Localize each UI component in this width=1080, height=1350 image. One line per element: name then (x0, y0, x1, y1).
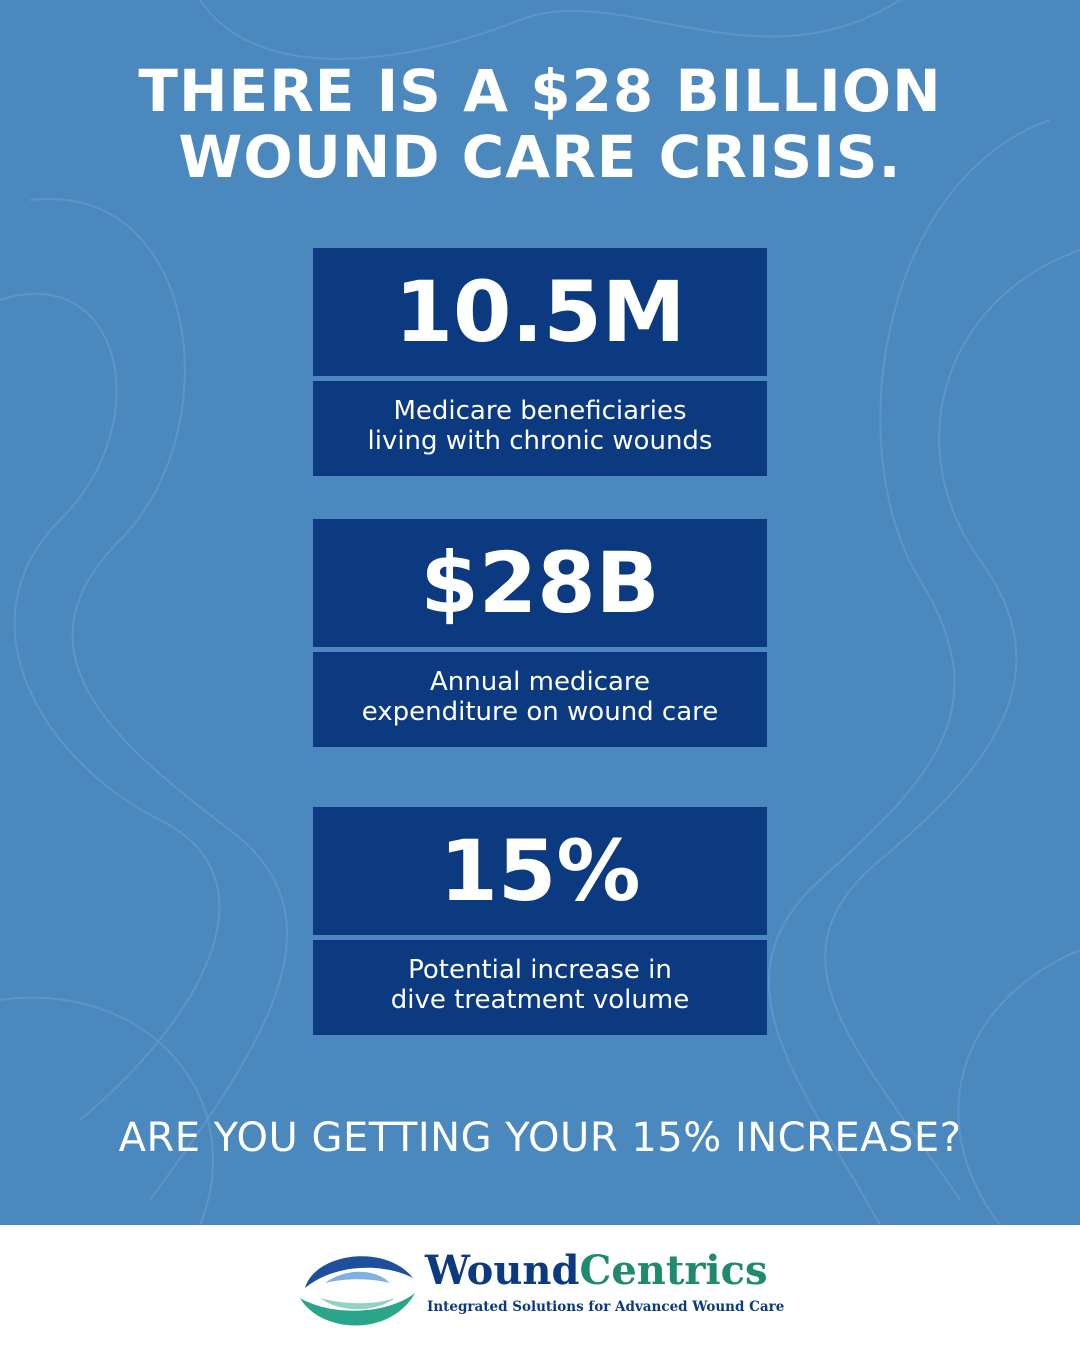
stat-caption-box: Medicare beneficiaries living with chroni… (313, 381, 767, 476)
headline-line: WOUND CARE CRISIS. (178, 123, 902, 191)
brand: WoundCentrics (425, 1247, 767, 1294)
question: ARE YOU GETTING YOUR 15% INCREASE? (118, 1115, 962, 1161)
footer: WoundCentrics Integrated Solutions for A… (0, 1225, 1080, 1350)
stat-caption: expenditure on wound care (361, 697, 719, 727)
brand-part: Centrics (579, 1247, 768, 1294)
stat-value-box: 10.5M (313, 248, 767, 376)
stat-caption: Annual medicare (429, 667, 651, 697)
headline-line: THERE IS A $28 BILLION (138, 57, 942, 125)
stat-caption-box: Potential increase in dive treatment volu… (313, 940, 767, 1035)
stat-caption: dive treatment volume (390, 985, 690, 1015)
stat-value: $28B (420, 534, 660, 632)
stat-value: 10.5M (394, 263, 686, 361)
logo-icon (300, 1256, 415, 1326)
stat-caption: living with chronic wounds (367, 426, 713, 456)
headline: THERE IS A $28 BILLION WOUND CARE CRISIS… (0, 58, 1080, 190)
stat-caption: Potential increase in (408, 955, 672, 985)
stat-value: 15% (439, 822, 641, 920)
stat-caption-box: Annual medicare expenditure on wound care (313, 652, 767, 747)
tagline: Integrated Solutions for Advanced Wound … (427, 1299, 785, 1315)
contour-background (0, 0, 1080, 1225)
stat-caption: Medicare beneficiaries (393, 396, 687, 426)
stat-value-box: 15% (313, 807, 767, 935)
stat-value-box: $28B (313, 519, 767, 647)
brand-part: Wound (425, 1247, 580, 1294)
